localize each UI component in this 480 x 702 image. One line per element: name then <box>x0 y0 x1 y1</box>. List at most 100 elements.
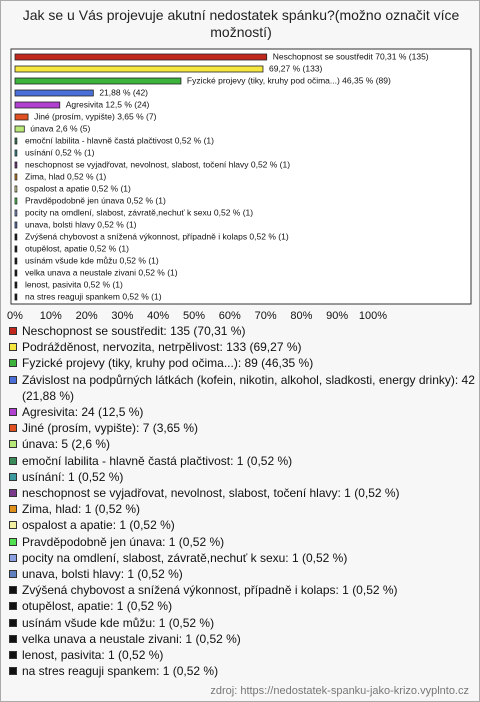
bar-label: otupělost, apatie 0,52 % (1) <box>25 243 129 253</box>
legend-swatch <box>9 408 17 417</box>
bar <box>14 281 18 289</box>
legend-swatch <box>9 667 17 676</box>
legend-label: emoční labilita - hlavně častá plačtivos… <box>22 453 293 468</box>
bar-label: únava 2,6 % (5) <box>30 123 90 133</box>
legend-swatch <box>9 472 17 481</box>
legend-item: Zvýšená chybovost a snížená výkonnost, p… <box>9 582 475 598</box>
bar-label: Fyzické projevy (tiky, kruhy pod očima..… <box>187 75 391 85</box>
legend-label: pocity na omdlení, slabost, závratě,nech… <box>22 550 348 565</box>
bar <box>14 197 18 205</box>
legend-label: unava, bolsti hlavy: 1 (0,52 %) <box>22 567 183 582</box>
legend-item: Zima, hlad: 1 (0,52 %) <box>9 501 475 517</box>
bar <box>14 113 29 121</box>
legend-item: neschopnost se vyjadřovat, nevolnost, sl… <box>9 485 475 501</box>
legend-item: Neschopnost se soustředit: 135 (70,31 %) <box>9 323 475 339</box>
legend-swatch <box>9 505 17 514</box>
bar <box>14 209 18 217</box>
bar-label: velka unava a neustale zivani 0,52 % (1) <box>25 267 178 277</box>
bar-label: pocity na omdlení, slabost, závratě,nech… <box>25 207 253 217</box>
legend-swatch <box>9 359 17 368</box>
legend-label: Zvýšená chybovost a snížená výkonnost, p… <box>22 583 398 598</box>
legend-item: Pravděpodobně jen únava: 1 (0,52 %) <box>9 534 475 550</box>
legend-item: otupělost, apatie: 1 (0,52 %) <box>9 598 475 614</box>
legend-label: velka unava a neustale zivani: 1 (0,52 %… <box>22 631 241 646</box>
legend-swatch <box>9 602 17 611</box>
legend-label: Neschopnost se soustředit: 135 (70,31 %) <box>22 324 246 338</box>
legend-swatch <box>9 618 17 627</box>
x-tick-label: 60% <box>219 310 241 322</box>
x-tick-label: 90% <box>326 310 348 322</box>
legend-label: Fyzické projevy (tiky, kruhy pod očima..… <box>22 356 314 371</box>
bar-label: lenost, pasivita 0,52 % (1) <box>25 279 123 289</box>
bar-label: unava, bolsti hlavy 0,52 % (1) <box>25 219 137 229</box>
legend-item: lenost, pasivita: 1 (0,52 %) <box>9 647 475 663</box>
bar <box>14 125 25 133</box>
legend-swatch <box>9 537 17 546</box>
legend-swatch <box>9 651 17 660</box>
bar <box>14 53 268 61</box>
legend-item: na stres reaguji spankem: 1 (0,52 %) <box>9 663 475 679</box>
legend-label: na stres reaguji spankem: 1 (0,52 %) <box>22 664 219 679</box>
bar <box>14 269 18 277</box>
legend-swatch <box>9 521 17 530</box>
legend-label: usínání: 1 (0,52 %) <box>22 469 124 484</box>
legend-item: pocity na omdlení, slabost, závratě,nech… <box>9 550 475 566</box>
bar-label: emoční labilita - hlavně častá plačtivos… <box>25 135 214 145</box>
legend-swatch <box>9 586 17 595</box>
legend-item: Agresivita: 24 (12,5 %) <box>9 404 475 420</box>
legend-item: Jiné (prosím, vypište): 7 (3,65 %) <box>9 420 475 436</box>
legend-swatch <box>9 375 17 384</box>
legend-label: Jiné (prosím, vypište): 7 (3,65 %) <box>22 421 199 436</box>
bar-label: Pravděpodobně jen únava 0,52 % (1) <box>25 195 166 205</box>
x-tick-label: 100% <box>359 310 387 322</box>
legend-label: ospalost a apatie: 1 (0,52 %) <box>22 518 175 533</box>
x-tick-label: 80% <box>290 310 312 322</box>
legend-label: Zima, hlad: 1 (0,52 %) <box>22 502 141 517</box>
bar <box>14 185 18 193</box>
legend-swatch <box>9 440 17 449</box>
bar-label: Agresivita 12,5 % (24) <box>66 99 150 109</box>
bar-label: na stres reaguji spankem 0,52 % (1) <box>25 291 162 301</box>
x-tick-label: 40% <box>147 310 169 322</box>
legend-swatch <box>9 327 17 335</box>
x-tick-label: 70% <box>255 310 277 322</box>
legend-item: Podrážděnost, nervozita, netrpělivost: 1… <box>9 339 475 355</box>
legend-swatch <box>9 343 17 352</box>
bar-label: usínání 0,52 % (1) <box>25 147 95 157</box>
legend-swatch <box>9 553 17 562</box>
legend-item: unava, bolsti hlavy: 1 (0,52 %) <box>9 566 475 582</box>
bar-label: 21,88 % (42) <box>99 87 148 97</box>
legend-label: usínám všude kde můžu: 1 (0,52 %) <box>22 615 215 630</box>
legend-label: neschopnost se vyjadřovat, nevolnost, sl… <box>22 486 400 501</box>
source: zdroj: https://nedostatek-spanku-jako-kr… <box>210 685 469 697</box>
legend-item: usínání: 1 (0,52 %) <box>9 469 475 485</box>
legend-item: emoční labilita - hlavně častá plačtivos… <box>9 453 475 469</box>
bar-label: Zvýšená chybovost a snížená výkonnost, p… <box>25 231 289 241</box>
x-tick-label: 10% <box>40 310 62 322</box>
legend-item: Závislost na podpůrných látkách (kofein,… <box>9 372 475 404</box>
legend-swatch <box>9 634 17 643</box>
legend-item: usínám všude kde můžu: 1 (0,52 %) <box>9 615 475 631</box>
plot: 0% 10% 20% 30% 40% 50% 60% 70% 80% 90% 100% Neschop… <box>7 48 472 322</box>
legend-item: Fyzické projevy (tiky, kruhy pod očima..… <box>9 355 475 371</box>
legend-item: únava: 5 (2,6 %) <box>9 436 475 452</box>
legend: Neschopnost se soustředit: 135 (70,31 %)… <box>9 323 475 679</box>
legend-label: Agresivita: 24 (12,5 %) <box>22 405 144 420</box>
bar <box>14 221 18 229</box>
bar-label: Zima, hlad 0,52 % (1) <box>25 171 106 181</box>
bar <box>14 233 18 241</box>
bar <box>14 161 18 169</box>
x-tick-label: 20% <box>76 310 98 322</box>
bar <box>14 293 18 301</box>
bar <box>14 257 18 265</box>
legend-label: lenost, pasivita: 1 (0,52 %) <box>22 648 164 663</box>
bar <box>14 245 18 253</box>
bar <box>14 149 18 157</box>
bar <box>14 65 264 73</box>
bar-label: usínám všude kde můžu 0,52 % (1) <box>25 255 159 265</box>
legend-label: Pravděpodobně jen únava: 1 (0,52 %) <box>22 534 225 549</box>
legend-label: Podrážděnost, nervozita, netrpělivost: 1… <box>22 340 302 355</box>
x-tick-label: 30% <box>111 310 133 322</box>
bar <box>14 137 18 145</box>
